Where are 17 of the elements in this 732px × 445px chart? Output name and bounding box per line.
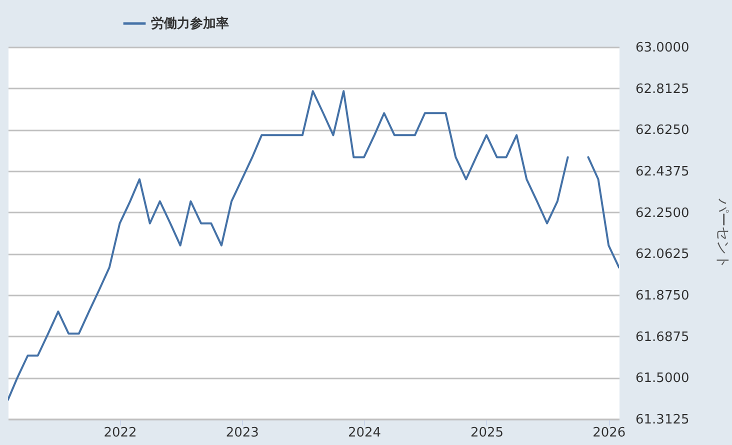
legend-label: 労働力参加率 (151, 16, 229, 32)
y-tick-label: 61.3125 (636, 412, 690, 428)
y-tick-label: 62.2500 (636, 206, 690, 221)
x-tick-label: 2023 (226, 426, 259, 440)
y-axis-title: パーセント (714, 198, 730, 268)
y-tick-label: 61.5000 (636, 371, 690, 386)
x-tick-label: 2026 (592, 426, 626, 440)
y-tick-label: 62.8125 (636, 82, 690, 97)
y-tick-label: 61.8750 (636, 288, 690, 304)
y-tick-label: 62.0625 (636, 247, 690, 262)
x-tick-label: 2025 (470, 426, 504, 440)
x-tick-label: 2022 (104, 426, 137, 440)
y-tick-label: 62.6250 (636, 123, 690, 138)
x-tick-label: 2024 (348, 426, 382, 440)
y-tick-label: 63.0000 (636, 40, 690, 56)
y-tick-label: 61.6875 (636, 330, 690, 345)
y-tick-label: 62.4375 (636, 164, 690, 180)
